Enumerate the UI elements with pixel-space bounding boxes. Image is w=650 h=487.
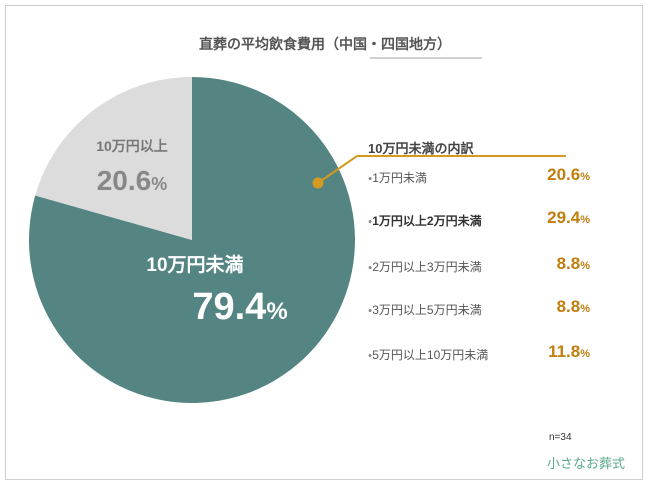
breakdown-value-number: 29.4 <box>547 208 581 227</box>
breakdown-value-unit: % <box>580 171 590 183</box>
major-value-number: 79.4 <box>192 286 266 328</box>
breakdown-row: ●1万円未満 20.6% <box>368 165 596 187</box>
breakdown-row-value: 29.4% <box>547 208 590 228</box>
breakdown-value-unit: % <box>580 260 590 272</box>
slice-label-10man-above-name: 10万円以上 <box>96 138 168 154</box>
callout-dot <box>312 177 324 189</box>
breakdown-row-label: ●1万円以上2万円未満 <box>368 212 482 229</box>
breakdown-row: ●5万円以上10万円未満 11.8% <box>368 342 596 364</box>
breakdown-row-text: 5万円以上10万円未満 <box>372 348 489 362</box>
bullet-icon: ● <box>368 218 373 226</box>
breakdown-value-number: 11.8 <box>548 342 581 361</box>
breakdown-row-text: 2万円以上3万円未満 <box>372 260 482 274</box>
breakdown-row-label: ●5万円以上10万円未満 <box>368 346 488 363</box>
callout-line <box>317 155 566 184</box>
breakdown-value-number: 8.8 <box>556 297 581 316</box>
breakdown-row-label: ●3万円以上5万円未満 <box>368 301 482 318</box>
breakdown-row-value: 20.6% <box>547 165 590 185</box>
major-value-unit: % <box>266 298 287 325</box>
breakdown-row-label: ●1万円未満 <box>368 169 427 186</box>
breakdown-row: ●3万円以上5万円未満 8.8% <box>368 297 596 319</box>
bullet-icon: ● <box>368 352 373 360</box>
breakdown-value-number: 20.6 <box>547 165 581 184</box>
slice-label-10man-below-name: 10万円未満 <box>146 253 243 276</box>
bullet-icon: ● <box>368 264 373 272</box>
breakdown-row-value: 8.8% <box>557 297 590 317</box>
bullet-icon: ● <box>368 175 373 183</box>
breakdown-row-text: 1万円未満 <box>372 171 427 185</box>
breakdown-row-label: ●2万円以上3万円未満 <box>368 258 482 275</box>
slice-label-10man-below-value: 79.4% <box>192 286 287 328</box>
sample-size: n=34 <box>549 432 572 443</box>
breakdown-value-unit: % <box>580 303 590 315</box>
breakdown-value-unit: % <box>580 348 590 360</box>
bullet-icon: ● <box>368 307 373 315</box>
pie-slice-0 <box>29 77 356 403</box>
minor-value-unit: % <box>151 174 167 194</box>
breakdown-title: 10万円未満の内訳 <box>368 141 474 156</box>
breakdown-row-value: 11.8% <box>548 342 590 362</box>
brand-logo: 小さなお葬式 <box>547 457 626 472</box>
breakdown-value-number: 8.8 <box>556 254 581 273</box>
slice-label-10man-above-value: 20.6% <box>97 165 168 196</box>
chart-title: 直葬の平均飲食費用（中国・四国地方） <box>199 36 451 52</box>
title-underline <box>370 57 482 59</box>
breakdown-value-unit: % <box>580 214 590 226</box>
breakdown-row: ●2万円以上3万円未満 8.8% <box>368 254 596 276</box>
breakdown-row-text: 3万円以上5万円未満 <box>372 303 482 317</box>
minor-value-number: 20.6 <box>97 165 152 196</box>
pie-slice-1 <box>35 77 193 240</box>
breakdown-row-text: 1万円以上2万円未満 <box>372 214 482 228</box>
breakdown-row: ●1万円以上2万円未満 29.4% <box>368 208 596 230</box>
breakdown-row-value: 8.8% <box>557 254 590 274</box>
